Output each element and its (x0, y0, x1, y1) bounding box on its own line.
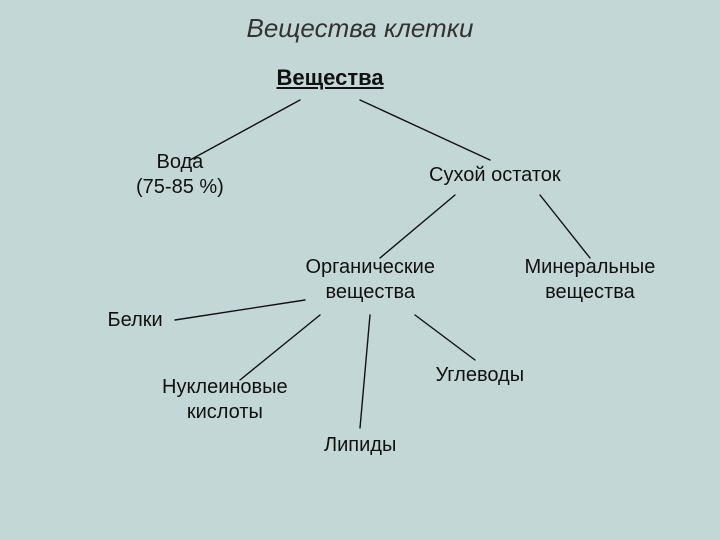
node-nucleic-acids: Нуклеиновые кислоты (162, 375, 288, 425)
node-carbohydrates: Углеводы (436, 363, 525, 388)
node-root: Вещества (277, 64, 384, 92)
node-lipids: Липиды (324, 433, 396, 458)
diagram-canvas: Вещества клетки Вещества Вода (75-85 %) … (0, 0, 720, 540)
slide-title: Вещества клетки (247, 12, 474, 45)
node-organic: Органические вещества (306, 255, 435, 305)
node-water: Вода (75-85 %) (136, 150, 224, 200)
node-mineral: Минеральные вещества (525, 255, 656, 305)
node-proteins: Белки (108, 308, 163, 333)
node-dry-residue: Сухой остаток (429, 163, 561, 188)
